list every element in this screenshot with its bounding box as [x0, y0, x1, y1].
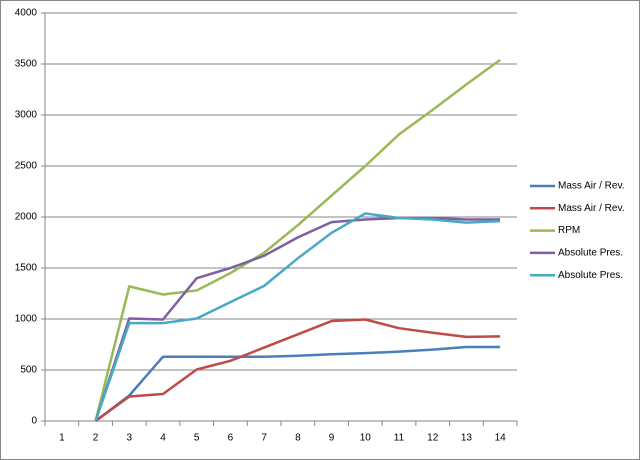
- legend-label: Mass Air / Rev.: [558, 181, 625, 192]
- x-tick-label: 2: [93, 433, 99, 444]
- legend-label: Absolute Pres.: [558, 270, 623, 281]
- legend-label: Mass Air / Rev.: [558, 203, 625, 214]
- series-line: [94, 58, 501, 422]
- x-tick-label: 9: [329, 433, 335, 444]
- y-tick-label: 3500: [15, 59, 38, 70]
- series-line: [94, 216, 501, 422]
- x-tick-label: 8: [295, 433, 301, 444]
- x-tick-label: 4: [160, 433, 166, 444]
- x-tick-label: 5: [194, 433, 200, 444]
- x-tick-label: 11: [394, 433, 405, 444]
- legend-label: RPM: [558, 225, 580, 236]
- y-tick-label: 4000: [15, 8, 38, 19]
- y-tick-label: 1500: [15, 263, 38, 274]
- series-line: [94, 345, 501, 422]
- y-tick-label: 3000: [15, 110, 38, 121]
- x-tick-label: 14: [495, 433, 507, 444]
- y-tick-label: 2500: [15, 161, 38, 172]
- legend-label: Absolute Pres.: [558, 248, 623, 259]
- x-tick-label: 12: [427, 433, 439, 444]
- y-tick-label: 500: [20, 365, 37, 376]
- x-tick-label: 13: [461, 433, 473, 444]
- x-tick-label: 7: [261, 433, 267, 444]
- series-line: [94, 212, 501, 422]
- y-tick-label: 1000: [15, 314, 38, 325]
- x-tick-label: 10: [360, 433, 372, 444]
- x-tick-label: 1: [59, 433, 65, 444]
- y-tick-label: 2000: [15, 212, 38, 223]
- x-tick-label: 6: [228, 433, 234, 444]
- y-tick-label: 0: [31, 416, 37, 427]
- series-line: [94, 318, 501, 423]
- x-tick-label: 3: [127, 433, 133, 444]
